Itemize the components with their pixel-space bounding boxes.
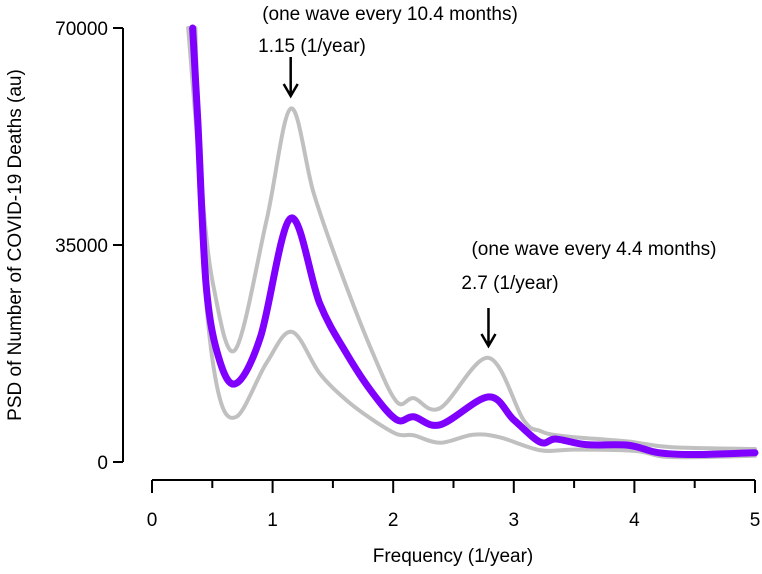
x-tick-label: 5 <box>750 510 761 531</box>
y-axis-label: PSD of Number of COVID-19 Deaths (au) <box>5 69 26 421</box>
down-arrow-icon <box>480 308 497 349</box>
series-line-upper <box>186 26 757 451</box>
x-tick-label: 0 <box>147 510 158 531</box>
annotation-frequency: 2.7 (1/year) <box>461 273 558 294</box>
annotation-period: (one wave every 4.4 months) <box>471 239 716 260</box>
y-tick-label: 70000 <box>55 19 108 40</box>
series-line-lower <box>193 26 757 460</box>
annotation-period: (one wave every 10.4 months) <box>262 4 518 25</box>
x-tick-label: 4 <box>629 510 640 531</box>
x-tick-label: 3 <box>509 510 520 531</box>
series-line-mean <box>189 24 759 459</box>
y-tick-label: 0 <box>97 453 108 474</box>
y-tick-label: 35000 <box>55 236 108 257</box>
annotation-frequency: 1.15 (1/year) <box>258 36 366 57</box>
x-tick-label: 1 <box>267 510 278 531</box>
x-tick-label: 2 <box>388 510 399 531</box>
x-axis-label: Frequency (1/year) <box>373 546 534 567</box>
down-arrow-icon <box>282 57 299 99</box>
